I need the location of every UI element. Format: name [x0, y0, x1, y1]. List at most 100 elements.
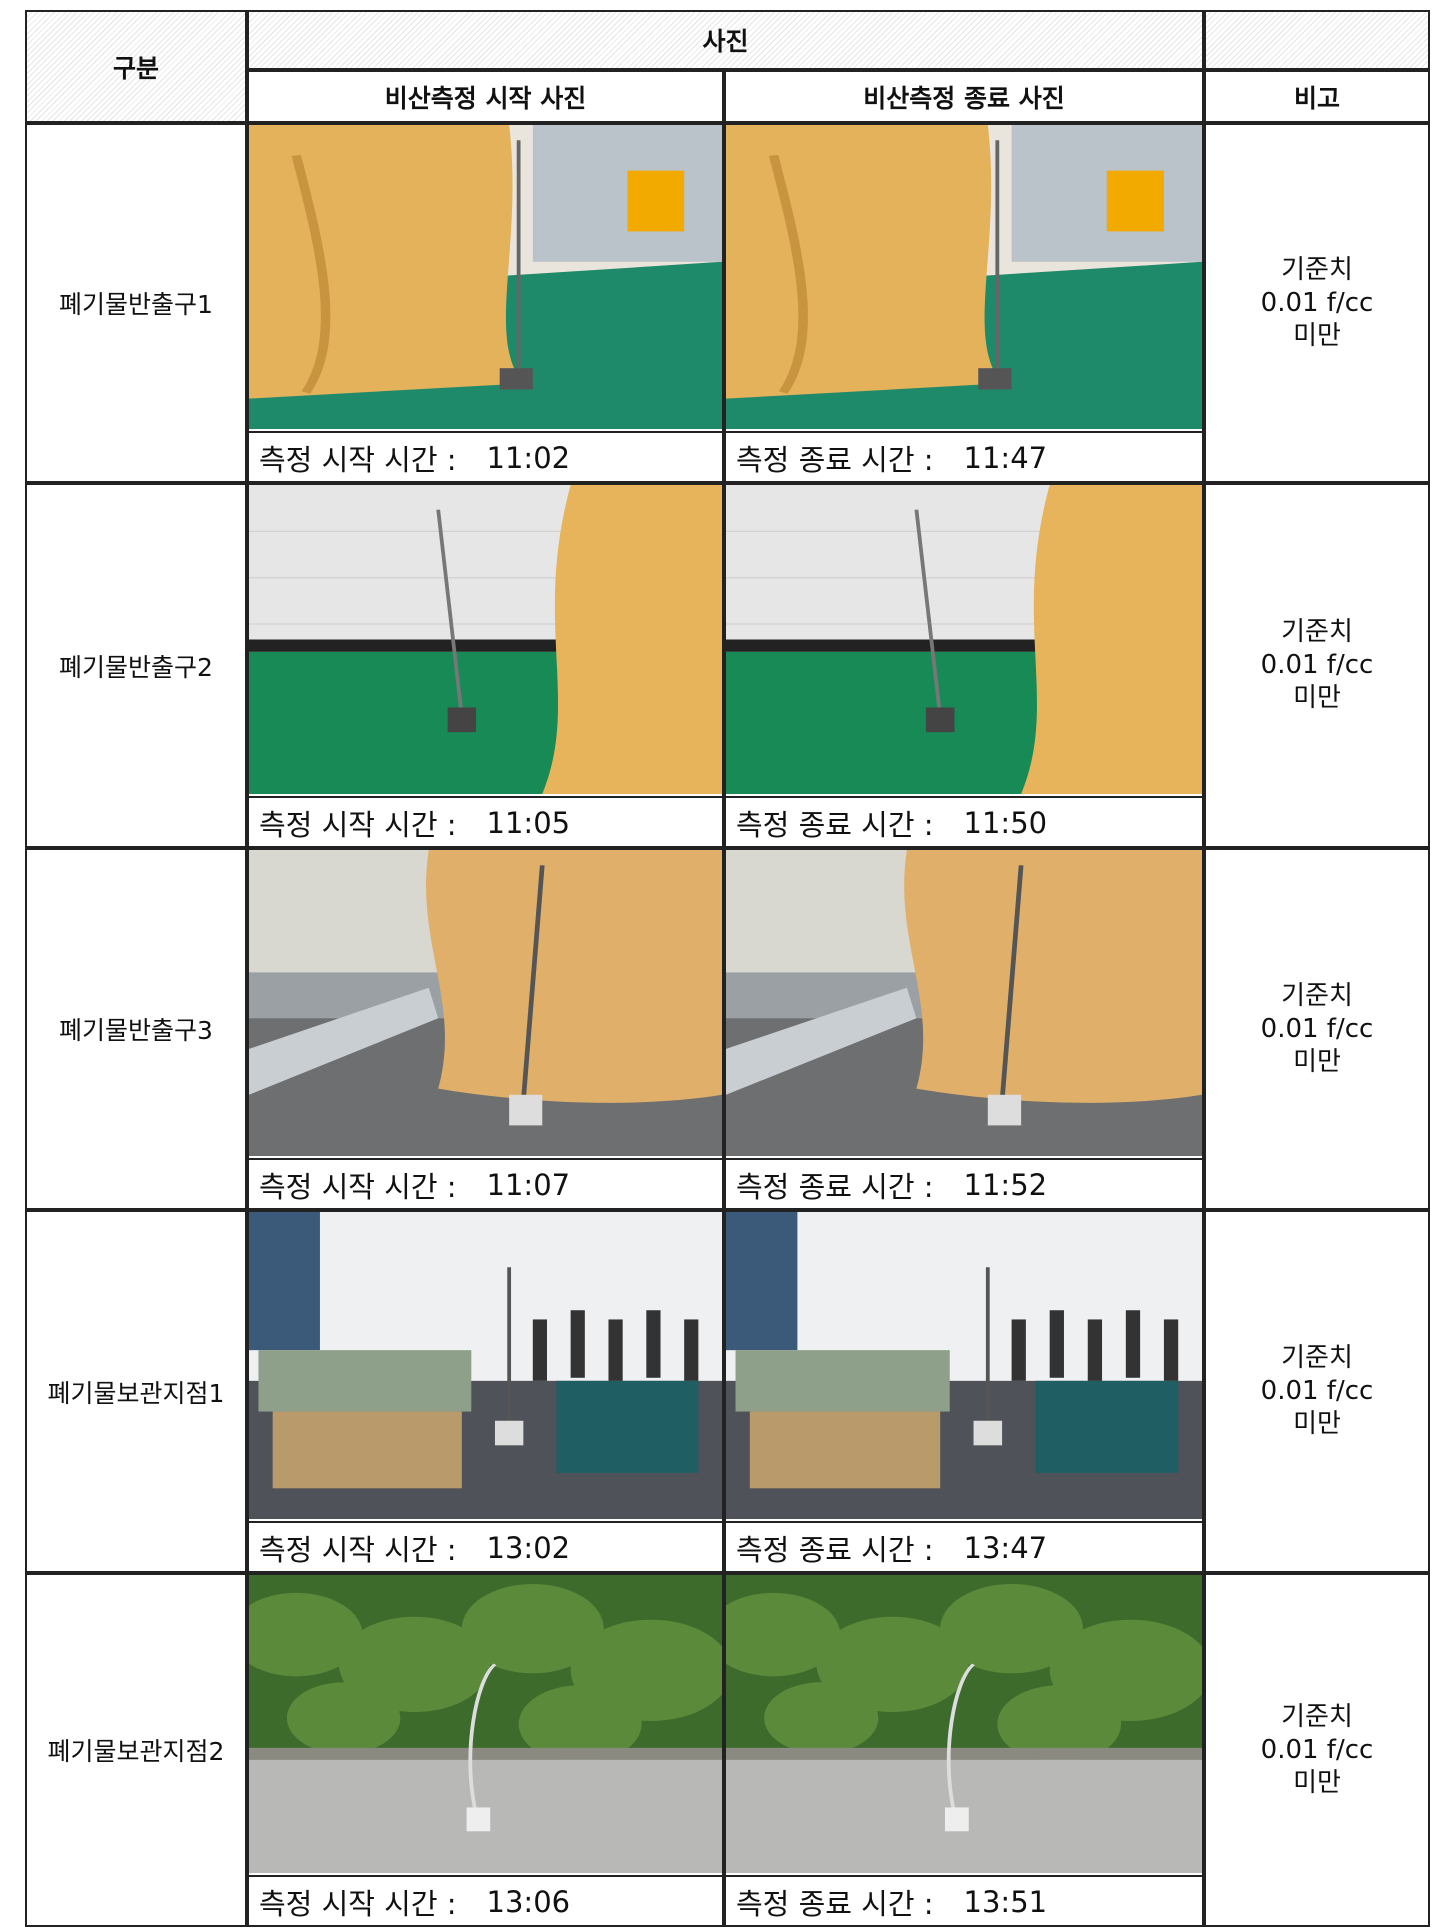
photo-shape: [1011, 1310, 1179, 1381]
photo: [726, 850, 1202, 1156]
photo: [726, 1575, 1202, 1873]
row-note: 기준치 0.01 f/cc 미만: [1204, 1210, 1430, 1573]
note-line: 미만: [1293, 1767, 1341, 1798]
photo-shape: [973, 1420, 1003, 1446]
photo-shape: [1163, 1319, 1179, 1381]
photo-shape: [466, 1807, 491, 1832]
photo-shape: [494, 1420, 524, 1446]
photo-shape: [726, 1583, 1202, 1763]
end-label: 측정 종료 시간 :: [736, 443, 934, 477]
start-label: 측정 시작 시간 :: [259, 1533, 457, 1567]
photo: [726, 485, 1202, 794]
photo-shape: [726, 1747, 1202, 1760]
start-label: 측정 시작 시간 :: [259, 443, 457, 477]
start-cell: [247, 123, 724, 483]
photo-shape: [249, 1212, 320, 1351]
photo-shape: [726, 1592, 841, 1677]
photo-shape: [749, 1411, 941, 1489]
photo-shape: [249, 1747, 722, 1760]
row-note: 기준치 0.01 f/cc 미만: [1204, 483, 1430, 848]
photo-shape: [1035, 1380, 1179, 1473]
header-start-photo: 비산측정 시작 사진: [247, 70, 724, 123]
note-line: 미만: [1293, 1409, 1341, 1439]
end-cell: [724, 1210, 1204, 1573]
photo-shape: [1021, 485, 1202, 794]
photo-shape: [608, 1319, 623, 1381]
photo-shape: [1106, 170, 1164, 232]
row-name: 폐기물반출구3: [25, 848, 247, 1210]
note-line: 기준치: [1281, 980, 1353, 1011]
photo-shape: [556, 1380, 699, 1473]
start-cell: [247, 1210, 724, 1573]
photo-shape: [726, 850, 917, 973]
photo: [249, 850, 722, 1156]
photo-shape: [447, 707, 477, 733]
end-cell: [724, 1573, 1204, 1927]
photo-shape: [904, 850, 1202, 1103]
photo-shape: [291, 154, 331, 394]
photo-shape: [499, 368, 533, 390]
start-time: 13:06: [486, 1885, 571, 1919]
end-time: 13:47: [963, 1531, 1048, 1565]
photo-shape: [816, 1616, 969, 1713]
photo-shape: [258, 1350, 472, 1412]
end-label: 측정 종료 시간 :: [736, 1170, 934, 1204]
header-note: 비고: [1204, 70, 1430, 123]
end-label: 측정 종료 시간 :: [736, 1887, 934, 1921]
photo-shape: [978, 368, 1012, 390]
end-time: 11:52: [963, 1168, 1048, 1202]
photo-shape: [532, 1319, 547, 1381]
photo-shape: [940, 1583, 1083, 1674]
photo-shape: [542, 485, 722, 794]
photo: [249, 1575, 722, 1873]
note-line: 0.01 f/cc: [1260, 650, 1374, 680]
start-time: 13:02: [486, 1531, 571, 1565]
row-name: 폐기물반출구1: [25, 123, 247, 483]
photo-shape: [532, 1310, 699, 1381]
photo-shape: [944, 1807, 969, 1832]
photo-shape: [925, 707, 955, 733]
start-caption: 측정 시작 시간 : 11:05: [247, 796, 724, 848]
row-name: 폐기물보관지점2: [25, 1573, 247, 1927]
start-caption: 측정 시작 시간 : 13:02: [247, 1521, 724, 1573]
photo-shape: [338, 1616, 491, 1713]
photo-shape: [249, 1583, 722, 1763]
photo-shape: [1125, 1310, 1141, 1378]
start-time: 11:07: [486, 1168, 571, 1202]
photo: [726, 1212, 1202, 1519]
end-time: 11:50: [963, 806, 1048, 840]
photo-shape: [249, 125, 524, 399]
photo-shape: [684, 1319, 699, 1381]
note-line: 미만: [1293, 1046, 1341, 1077]
end-cell: [724, 483, 1204, 848]
note-line: 기준치: [1281, 1701, 1353, 1732]
row-note: 기준치 0.01 f/cc 미만: [1204, 123, 1430, 483]
photo-shape: [946, 1663, 976, 1814]
photo-shape: [436, 509, 464, 717]
photo-shape: [286, 1682, 401, 1754]
row-note: 기준치 0.01 f/cc 미만: [1204, 1573, 1430, 1927]
photo-shape: [914, 509, 943, 717]
start-label: 측정 시작 시간 :: [259, 1170, 457, 1204]
header-category: 구분: [25, 10, 247, 123]
photo-shape: [249, 850, 439, 973]
photo-shape: [468, 1663, 497, 1814]
photo-shape: [749, 1411, 941, 1489]
photo-shape: [987, 1094, 1022, 1126]
note-line: 미만: [1293, 683, 1341, 713]
photo-shape: [997, 1685, 1122, 1763]
end-caption: 측정 종료 시간 : 13:51: [724, 1875, 1204, 1927]
photo-shape: [726, 1212, 798, 1351]
photo-shape: [646, 1310, 661, 1378]
photo-shape: [1087, 1319, 1103, 1381]
photo-shape: [520, 865, 545, 1101]
photo-shape: [726, 125, 1003, 399]
row-name: 폐기물반출구2: [25, 483, 247, 848]
photo: [249, 1212, 722, 1519]
photo-shape: [570, 1310, 585, 1378]
note-line: 기준치: [1281, 254, 1353, 285]
note-line: 0.01 f/cc: [1260, 1376, 1374, 1406]
start-cell: [247, 1573, 724, 1927]
end-time: 11:47: [963, 441, 1048, 475]
